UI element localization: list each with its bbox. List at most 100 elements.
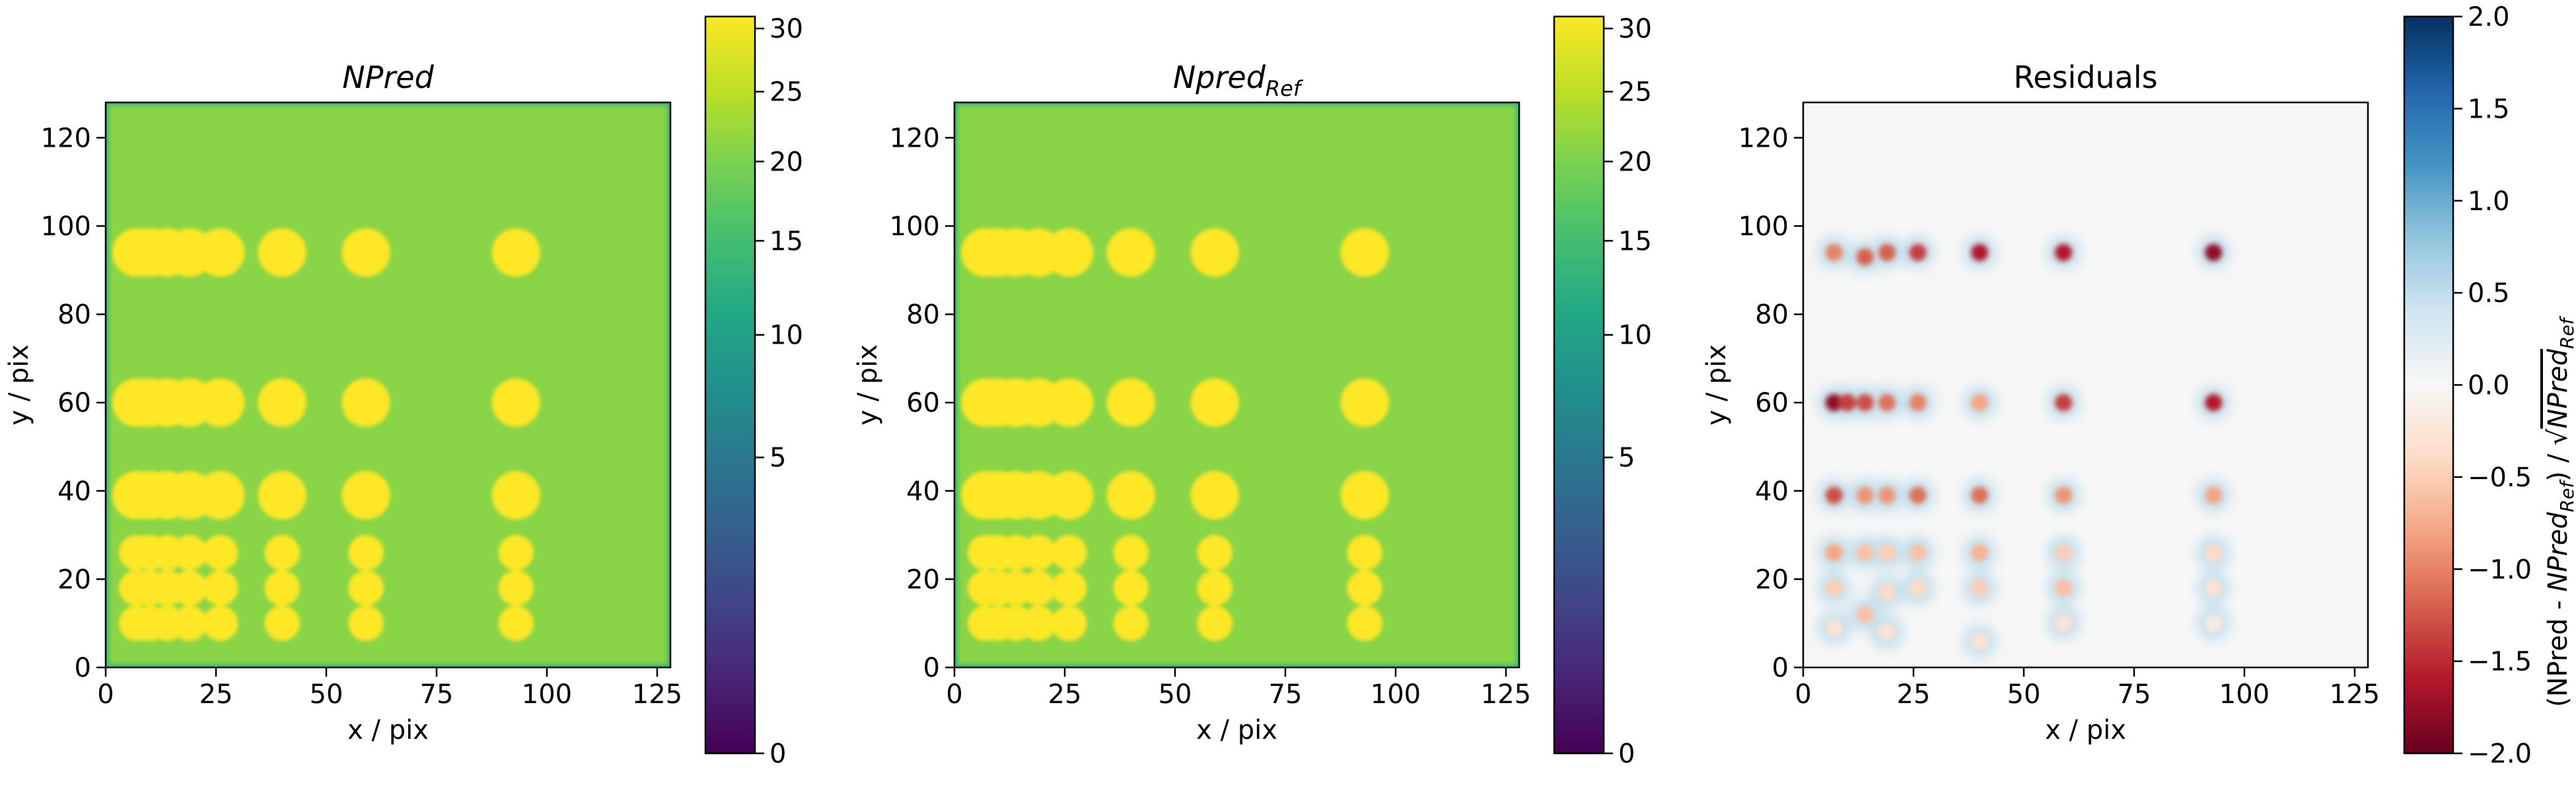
- residual-point: [1825, 579, 1843, 597]
- source-blob: [1113, 605, 1149, 641]
- residual-point: [1878, 244, 1896, 262]
- residual-point: [1878, 394, 1896, 412]
- y-tick-label: 20: [1755, 564, 1789, 595]
- x-tick-label: 50: [310, 679, 343, 710]
- residual-point: [1825, 394, 1843, 412]
- source-blob: [341, 228, 390, 277]
- source-blob: [1340, 228, 1389, 277]
- residual-point: [1878, 623, 1896, 641]
- source-blob: [341, 378, 390, 427]
- residual-point: [1878, 544, 1896, 562]
- source-blob: [1347, 605, 1382, 641]
- source-blob: [1113, 570, 1149, 606]
- source-blob: [491, 378, 540, 427]
- source-blob: [1347, 570, 1382, 606]
- residual-point: [1909, 544, 1927, 562]
- residual-layer: [1825, 244, 2223, 650]
- source-blob: [1197, 535, 1233, 571]
- residual-point: [1825, 544, 1843, 562]
- colorbar-tick-label: 1.0: [2468, 186, 2510, 217]
- residual-point: [1971, 486, 1989, 504]
- residual-point: [1878, 584, 1896, 601]
- source-blob: [1044, 228, 1094, 277]
- colorbar: 0 5 10 15 20 25 30: [1553, 14, 1652, 769]
- residual-point: [1878, 486, 1896, 504]
- colorbar-tick-label: −0.5: [2468, 463, 2532, 493]
- residual-point: [1856, 486, 1874, 504]
- source-blob: [1197, 605, 1233, 641]
- x-tick-label: 125: [1481, 679, 1531, 710]
- source-blob: [1190, 378, 1239, 427]
- residual-point: [1971, 632, 1989, 650]
- colorbar-label: (NPred - NPredRef) / √NPredRef: [2543, 315, 2576, 707]
- x-axis-label: x / pix: [347, 715, 429, 745]
- y-tick-label: 120: [41, 123, 91, 153]
- y-tick-label: 0: [1772, 653, 1789, 683]
- y-tick-label: 80: [57, 300, 91, 330]
- source-blob: [172, 605, 207, 641]
- y-tick-label: 100: [41, 211, 91, 242]
- source-blob: [348, 570, 384, 606]
- residual-point: [1825, 486, 1843, 504]
- source-blob: [1106, 471, 1155, 520]
- y-tick-label: 40: [57, 476, 91, 507]
- source-blob: [264, 535, 300, 571]
- residual-point: [2055, 244, 2073, 262]
- source-blob: [1020, 535, 1056, 571]
- source-blob: [172, 535, 207, 571]
- colorbar-tick-label: 10: [1618, 321, 1652, 351]
- colorbar-tick-label: 2.0: [2468, 2, 2510, 32]
- y-tick-label: 0: [75, 653, 91, 683]
- source-layer: [112, 228, 540, 641]
- chart-title: NPred: [342, 59, 434, 95]
- x-tick-label: 125: [2330, 679, 2380, 710]
- y-tick-label: 60: [1755, 388, 1789, 418]
- residual-point: [1856, 394, 1874, 412]
- source-blob: [196, 471, 245, 520]
- residual-point: [1909, 579, 1927, 597]
- source-blob: [491, 471, 540, 520]
- colorbar-tick-label: 0: [1618, 739, 1635, 769]
- source-blob: [1106, 378, 1155, 427]
- source-blob: [202, 535, 238, 571]
- heatmap-image: [1803, 102, 2368, 667]
- heatmap-background: [1803, 102, 2368, 667]
- colorbar: −2.0 −1.5 −1.0 −0.5 0.0 0.5 1.0 1.5 2.0 (NPred - …: [2403, 2, 2576, 769]
- source-blob: [202, 605, 238, 641]
- residual-point: [1909, 244, 1927, 262]
- residual-point: [2055, 394, 2073, 412]
- residual-point: [1909, 486, 1927, 504]
- residual-point: [1856, 248, 1874, 266]
- residual-point: [2055, 486, 2073, 504]
- colorbar-tick-label: −2.0: [2468, 739, 2532, 769]
- source-blob: [1020, 570, 1056, 606]
- source-blob: [1044, 471, 1094, 520]
- colorbar-tick-label: 30: [769, 14, 803, 44]
- residual-point: [1838, 394, 1856, 412]
- residual-point: [2055, 544, 2073, 562]
- colorbar-tick-label: 10: [769, 321, 803, 351]
- source-blob: [1340, 378, 1389, 427]
- x-tick-label: 25: [1897, 679, 1931, 710]
- axes-frame: [1802, 101, 2369, 669]
- y-tick-label: 40: [906, 476, 940, 507]
- source-blob: [1197, 570, 1233, 606]
- axes-frame: [953, 101, 1521, 669]
- x-tick-label: 50: [2007, 679, 2041, 710]
- colorbar-tick-label: 15: [1618, 226, 1652, 256]
- chart-title: Residuals: [2013, 59, 2157, 95]
- x-tick-label: 0: [946, 679, 962, 710]
- x-axis-label: x / pix: [1196, 715, 1277, 745]
- colorbar: 0 5 10 15 20 25 30: [704, 14, 803, 769]
- y-tick-label: 80: [906, 300, 940, 330]
- source-blob: [258, 378, 306, 427]
- y-tick-label: 40: [1755, 476, 1789, 507]
- colorbar-tick-label: 0: [769, 739, 786, 769]
- source-blob: [1190, 471, 1239, 520]
- y-axis-label: y / pix: [4, 344, 34, 426]
- residual-point: [2205, 615, 2223, 632]
- source-layer: [961, 228, 1389, 641]
